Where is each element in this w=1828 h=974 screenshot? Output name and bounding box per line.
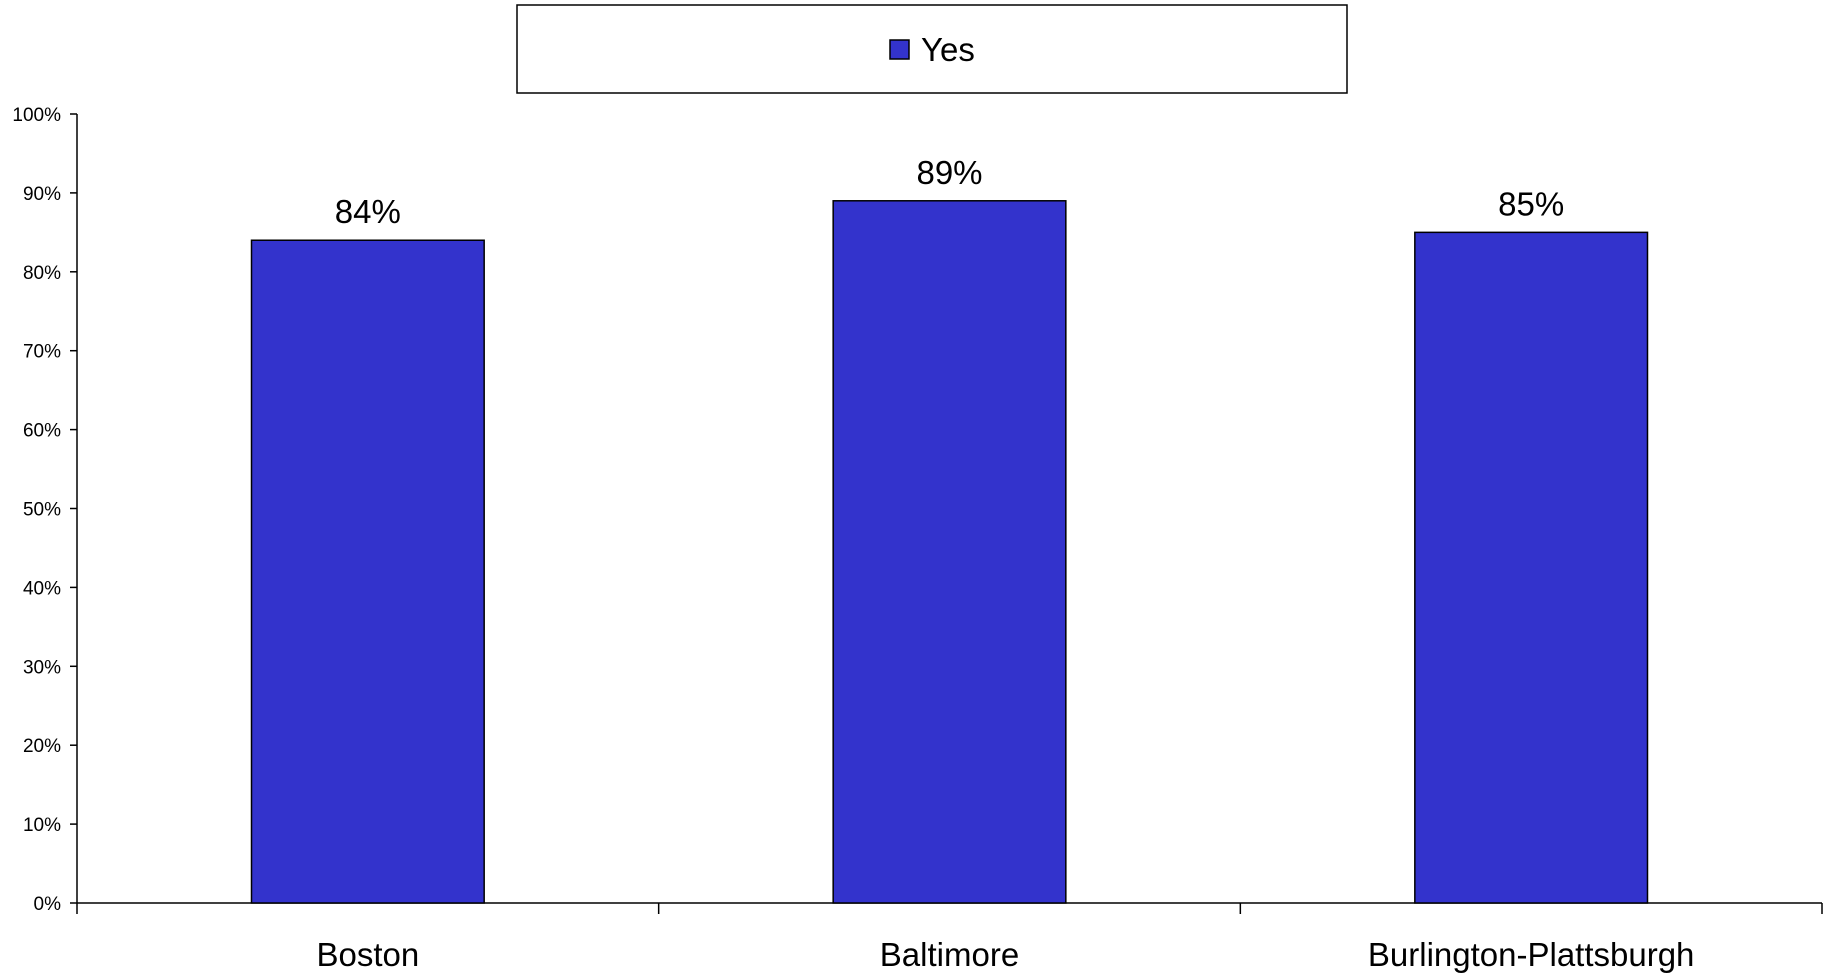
bar-data-label: 84% bbox=[335, 193, 401, 230]
legend: Yes bbox=[516, 4, 1348, 94]
y-tick-label: 100% bbox=[12, 105, 61, 126]
bar-data-label: 89% bbox=[916, 154, 982, 191]
x-category-label: Baltimore bbox=[880, 936, 1019, 973]
y-tick-label: 70% bbox=[23, 342, 61, 363]
y-axis: 0% 10% 20% 30% 40% 50% 60% 70% 80% 90% 100% bbox=[12, 105, 78, 915]
x-category-label: Burlington-Plattsburgh bbox=[1368, 936, 1695, 973]
y-tick-label: 40% bbox=[23, 578, 61, 599]
x-category-label: Boston bbox=[316, 936, 419, 973]
y-tick-label: 20% bbox=[23, 736, 61, 757]
legend-box bbox=[516, 4, 1348, 94]
bar bbox=[832, 200, 1067, 904]
legend-label: Yes bbox=[921, 31, 975, 68]
y-tick-label: 10% bbox=[23, 815, 61, 836]
y-tick-label: 90% bbox=[23, 184, 61, 205]
y-tick-label: 60% bbox=[23, 421, 61, 442]
y-tick-label: 30% bbox=[23, 657, 61, 678]
bar bbox=[250, 239, 485, 904]
bar bbox=[1414, 231, 1649, 904]
bar-data-label: 85% bbox=[1498, 185, 1564, 222]
y-tick-label: 0% bbox=[34, 894, 62, 915]
bars: 84% 89% 85% bbox=[250, 154, 1649, 904]
x-axis: Boston Baltimore Burlington-Plattsburgh bbox=[76, 902, 1823, 973]
legend-swatch bbox=[889, 39, 910, 60]
y-tick-label: 80% bbox=[23, 263, 61, 284]
y-tick-label: 50% bbox=[23, 500, 61, 521]
